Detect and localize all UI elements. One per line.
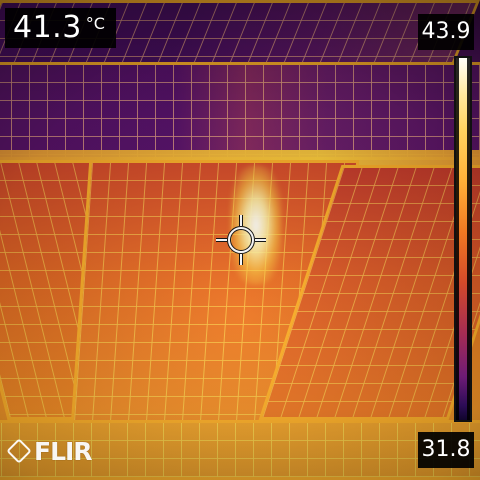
scale-min: 31.8 <box>418 432 474 468</box>
temperature-colorbar <box>454 56 472 422</box>
solar-panel-row-bottom <box>0 420 480 480</box>
temperature-unit: °C <box>85 14 105 33</box>
flir-logo: FLIR <box>6 436 93 466</box>
hotspot <box>230 165 282 285</box>
crosshair-icon <box>216 215 266 265</box>
flir-logo-icon <box>6 438 32 464</box>
temperature-value: 41.3 <box>13 10 82 45</box>
temperature-readout: 41.3 °C <box>5 8 116 48</box>
solar-panel-row-upper <box>0 62 480 160</box>
brand-text: FLIR <box>34 436 93 466</box>
scale-max: 43.9 <box>418 14 474 50</box>
